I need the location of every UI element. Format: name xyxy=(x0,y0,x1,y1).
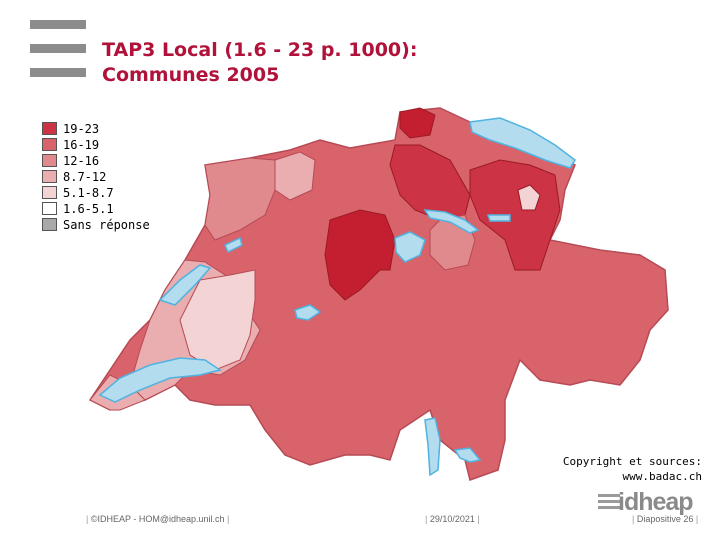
region-central-dark xyxy=(324,209,396,301)
legend-label: 1.6-5.1 xyxy=(63,201,114,216)
logo-lines xyxy=(598,494,620,512)
slide-title: TAP3 Local (1.6 - 23 p. 1000): Communes … xyxy=(102,38,417,88)
lake-constance xyxy=(469,117,577,169)
region-schaffhausen xyxy=(399,107,436,139)
lake-geneva xyxy=(98,357,222,403)
legend-swatch xyxy=(42,218,57,231)
copyright-line-2: www.badac.ch xyxy=(622,470,702,483)
region-appenzell xyxy=(517,184,541,211)
legend-swatch xyxy=(42,170,57,183)
legend-swatch xyxy=(42,122,57,135)
legend-item: Sans réponse xyxy=(42,217,150,232)
region-jura xyxy=(204,157,276,241)
lake-neuchatel xyxy=(158,264,212,306)
region-basel xyxy=(274,151,316,201)
footer-right: | Diapositive 26 | xyxy=(632,514,699,524)
footer-copyright: ©IDHEAP - HOM@idheap.unil.ch xyxy=(90,514,225,524)
map-legend: 19-23 16-19 12-16 8.7-12 5.1-8.7 1.6-5.1… xyxy=(42,121,150,233)
footer-center: | 29/10/2021 | xyxy=(425,514,480,524)
legend-swatch xyxy=(42,154,57,167)
lake-maggiore xyxy=(424,417,441,477)
legend-label: 16-19 xyxy=(63,137,100,152)
lake-zurich xyxy=(423,209,480,234)
lake-lucerne xyxy=(394,231,426,263)
idheap-logo: idheap xyxy=(598,488,694,518)
legend-label: 8.7-12 xyxy=(63,169,107,184)
legend-label: 5.1-8.7 xyxy=(63,185,114,200)
legend-swatch xyxy=(42,202,57,215)
footer-left: | ©IDHEAP - HOM@idheap.unil.ch | xyxy=(86,514,230,524)
footer-date: 29/10/2021 xyxy=(429,514,475,524)
legend-swatch xyxy=(42,186,57,199)
lake-biel xyxy=(224,236,243,254)
lake-thun xyxy=(294,304,322,321)
lakes xyxy=(98,117,577,477)
region-vaud-light xyxy=(179,269,256,371)
legend-label: 19-23 xyxy=(63,121,100,136)
lake-lugano xyxy=(453,447,482,463)
region-st-gallen xyxy=(469,159,561,271)
lake-walensee xyxy=(486,214,511,222)
legend-label: 12-16 xyxy=(63,153,100,168)
legend-item: 16-19 xyxy=(42,137,150,152)
decorative-bars xyxy=(30,20,86,92)
copyright-note: Copyright et sources: www.badac.ch xyxy=(563,454,702,484)
legend-item: 5.1-8.7 xyxy=(42,185,150,200)
legend-swatch xyxy=(42,138,57,151)
legend-item: 1.6-5.1 xyxy=(42,201,150,216)
legend-item: 12-16 xyxy=(42,153,150,168)
title-line-1: TAP3 Local (1.6 - 23 p. 1000): xyxy=(102,39,418,61)
logo-text: idheap xyxy=(618,488,694,516)
legend-item: 8.7-12 xyxy=(42,169,150,184)
legend-item: 19-23 xyxy=(42,121,150,136)
legend-label: Sans réponse xyxy=(63,217,150,232)
footer-slide-number: Diapositive 26 xyxy=(636,514,694,524)
title-line-2: Communes 2005 xyxy=(102,64,280,86)
copyright-line-1: Copyright et sources: xyxy=(562,455,702,468)
